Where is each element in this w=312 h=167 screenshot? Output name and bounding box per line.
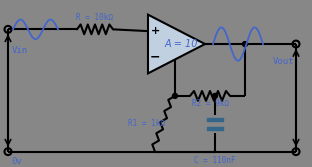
Text: C = 110nF: C = 110nF xyxy=(194,156,236,164)
Text: R2 = 9kΩ: R2 = 9kΩ xyxy=(192,99,228,108)
Text: R1 = 1kΩ: R1 = 1kΩ xyxy=(129,119,165,128)
Polygon shape xyxy=(148,15,205,73)
Circle shape xyxy=(212,93,217,98)
Text: Vout: Vout xyxy=(272,57,294,66)
Circle shape xyxy=(242,42,247,46)
Circle shape xyxy=(173,93,178,98)
Text: Vin: Vin xyxy=(12,46,28,55)
Text: +: + xyxy=(150,26,160,36)
Text: R = 10kΩ: R = 10kΩ xyxy=(76,13,114,22)
Text: A = 10: A = 10 xyxy=(165,39,198,49)
Text: 0v: 0v xyxy=(11,156,22,165)
Text: −: − xyxy=(150,50,160,63)
